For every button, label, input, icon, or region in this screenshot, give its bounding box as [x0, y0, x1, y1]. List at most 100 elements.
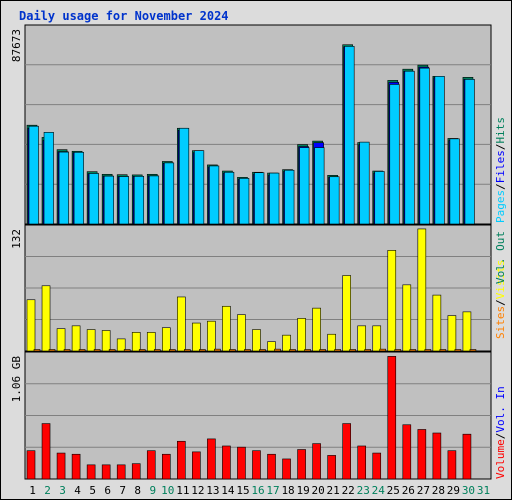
legend-separator: / — [494, 299, 507, 306]
bar-visits — [372, 325, 382, 352]
bar-visits — [267, 341, 276, 352]
bar-pages — [103, 175, 114, 225]
x-tick-label: 7 — [119, 484, 126, 497]
bar-sites — [454, 349, 462, 352]
bar-pages — [28, 125, 39, 225]
bar-pages — [88, 173, 99, 225]
bar-volume — [222, 445, 231, 480]
bar-volume — [252, 450, 261, 480]
bottom-ymax-label: 1.06 GB — [10, 356, 23, 403]
x-tick-label: 8 — [134, 484, 141, 497]
bar-pages — [449, 138, 460, 225]
bar-pages — [224, 171, 235, 225]
bar-volume — [161, 453, 171, 480]
bar-visits — [116, 338, 126, 352]
bar-volume — [372, 452, 382, 480]
legend-item: Files — [494, 150, 507, 183]
bar-pages — [314, 147, 325, 225]
x-tick-label: 3 — [59, 484, 66, 497]
bar-volume — [56, 452, 66, 480]
bar-pages — [194, 150, 205, 225]
bar-visits — [26, 299, 36, 352]
bar-visits — [432, 294, 442, 352]
bar-volume — [387, 356, 397, 480]
legend-separator: / — [494, 183, 507, 190]
x-tick-label: 2 — [44, 484, 51, 497]
bar-pages — [284, 169, 295, 225]
bar-volume — [192, 451, 201, 480]
legend-item: Vol. In — [494, 386, 507, 432]
bar-sites — [168, 349, 176, 352]
bar-sites — [48, 349, 56, 352]
bar-visits — [387, 250, 397, 352]
legend-middle-vol: Vol. Out — [494, 231, 507, 284]
bar-pages — [73, 151, 84, 225]
bar-volume — [282, 458, 291, 480]
bar-sites — [334, 349, 341, 352]
bar-pages — [179, 127, 190, 225]
bar-visits — [327, 333, 336, 352]
bar-visits — [297, 318, 306, 352]
bar-sites — [349, 349, 356, 352]
x-tick-label: 24 — [372, 484, 386, 497]
x-tick-label: 13 — [206, 484, 219, 497]
legend-separator: / — [494, 144, 507, 151]
x-tick-label: 18 — [281, 484, 294, 497]
x-tick-label: 30 — [462, 484, 475, 497]
bar-volume — [146, 450, 156, 480]
bar-visits — [101, 330, 111, 352]
legend-separator: / — [494, 433, 507, 440]
bar-sites — [108, 349, 116, 352]
bar-pages — [419, 67, 430, 225]
top-ymax-label: 87673 — [10, 29, 23, 62]
legend-item: Pages — [494, 190, 507, 223]
bar-visits — [56, 328, 66, 352]
bar-pages — [344, 46, 355, 225]
bar-pages — [254, 172, 265, 225]
x-tick-label: 20 — [312, 484, 325, 497]
legend-item: Visits — [494, 260, 507, 300]
bar-visits — [282, 334, 291, 352]
bar-volume — [462, 433, 472, 480]
bar-sites — [184, 349, 191, 352]
bar-sites — [33, 349, 41, 352]
bar-volume — [41, 423, 51, 480]
bar-sites — [364, 349, 372, 352]
bar-sites — [78, 349, 86, 352]
bar-visits — [252, 329, 261, 352]
x-tick-label: 28 — [432, 484, 445, 497]
bar-volume — [357, 445, 367, 480]
bar-sites — [289, 349, 296, 352]
x-tick-label: 26 — [402, 484, 415, 497]
x-tick-label: 4 — [74, 484, 81, 497]
bar-volume — [177, 440, 186, 480]
x-tick-label: 5 — [89, 484, 96, 497]
bar-visits — [177, 296, 186, 352]
bar-sites — [469, 349, 477, 352]
bar-visits — [417, 228, 427, 352]
chart-title: Daily usage for November 2024 — [19, 9, 229, 23]
x-tick-label: 31 — [477, 484, 490, 497]
legend-middle: Sites/Visits — [494, 260, 507, 340]
bar-pages — [269, 172, 280, 225]
bar-volume — [342, 423, 351, 480]
bar-pages — [163, 162, 175, 225]
bar-sites — [379, 348, 387, 352]
bar-volume — [131, 463, 141, 480]
x-tick-label: 14 — [221, 484, 235, 497]
bar-volume — [327, 455, 336, 480]
bar-visits — [312, 307, 321, 352]
bar-sites — [439, 349, 447, 352]
x-tick-label: 19 — [296, 484, 309, 497]
bar-volume — [417, 429, 427, 480]
bar-pages — [239, 178, 250, 225]
x-tick-label: 23 — [357, 484, 370, 497]
legend-item: Volume — [494, 439, 507, 479]
x-tick-label: 6 — [104, 484, 111, 497]
x-tick-label: 1 — [29, 484, 36, 497]
bar-volume — [447, 450, 457, 480]
bar-volume — [71, 453, 81, 480]
legend-bottom: Volume/Vol. In — [494, 386, 507, 479]
bar-volume — [312, 443, 321, 480]
bar-pages — [209, 165, 220, 225]
